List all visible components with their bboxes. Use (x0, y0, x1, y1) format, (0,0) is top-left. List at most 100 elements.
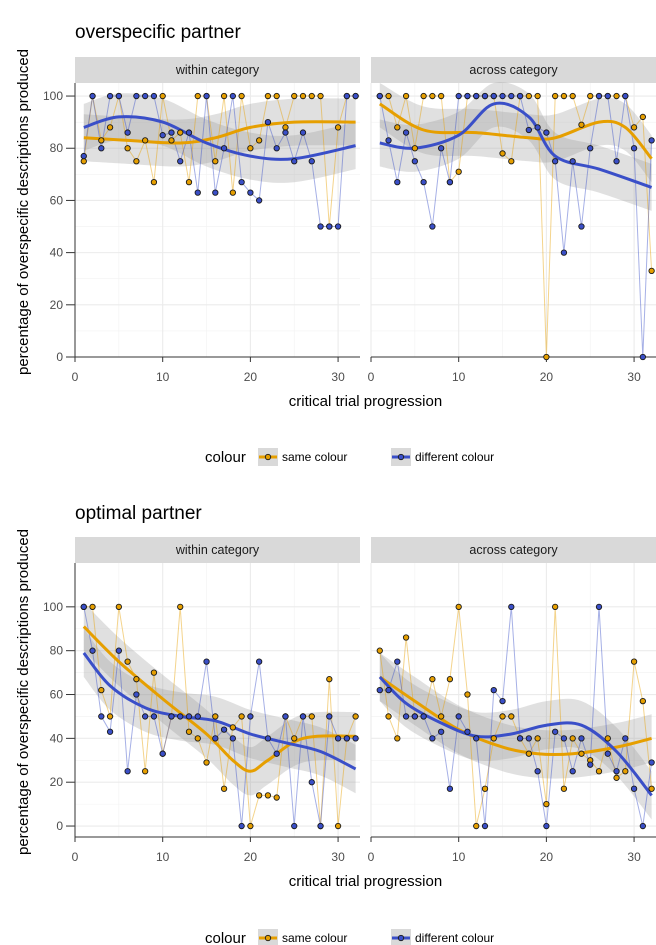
x-axis-label: critical trial progression (289, 873, 442, 890)
y-tick-label: 100 (43, 600, 63, 614)
data-point-different-colour (352, 92, 359, 100)
data-point-same-colour (578, 121, 585, 128)
data-point-different-colour (89, 92, 96, 100)
data-point-same-colour (124, 658, 131, 665)
data-point-same-colour (106, 713, 114, 720)
data-point-different-colour (446, 179, 454, 186)
data-point-same-colour (194, 92, 201, 100)
data-point-same-colour (185, 728, 193, 735)
data-point-different-colour (560, 735, 568, 742)
x-tick-label: 10 (156, 850, 170, 864)
x-tick-label: 20 (540, 370, 554, 384)
data-point-same-colour (613, 774, 620, 781)
plot-background (75, 83, 360, 357)
data-point-same-colour (98, 137, 105, 144)
data-point-different-colour (168, 129, 175, 136)
data-point-different-colour (106, 92, 114, 100)
data-point-different-colour (185, 129, 193, 136)
data-point-same-colour (543, 800, 550, 808)
data-point-same-colour (508, 158, 515, 165)
confidence-band (379, 652, 652, 820)
data-point-different-colour (317, 822, 324, 830)
data-point-different-colour (212, 735, 219, 742)
data-point-different-colour (142, 713, 149, 720)
series-line-different-colour (83, 606, 356, 827)
data-point-same-colour (499, 150, 506, 157)
data-point-same-colour (622, 768, 629, 775)
data-point-different-colour (604, 750, 611, 757)
data-point-same-colour (177, 603, 184, 610)
x-tick-label: 30 (627, 850, 641, 864)
data-point-different-colour (525, 126, 532, 134)
data-point-different-colour (308, 158, 315, 165)
data-point-same-colour (560, 785, 568, 792)
legend: colour same colour different colour (205, 929, 494, 945)
data-point-different-colour (106, 728, 114, 735)
data-point-same-colour (291, 92, 298, 100)
data-point-same-colour (326, 676, 333, 683)
data-point-different-colour (560, 249, 568, 256)
data-point-same-colour (543, 353, 550, 361)
data-point-different-colour (177, 158, 184, 165)
y-tick-label: 100 (43, 89, 63, 103)
legend-label-same-colour: same colour (282, 931, 347, 945)
data-point-same-colour (560, 92, 568, 100)
panel-2: across category 0 10 20 30 (368, 57, 656, 384)
x-tick-label: 30 (331, 370, 345, 384)
data-point-different-colour (80, 152, 87, 160)
legend-key-point (264, 934, 272, 942)
legend-label-same-colour: same colour (282, 450, 347, 464)
data-point-same-colour (273, 92, 280, 100)
data-point-different-colour (473, 92, 480, 100)
data-point-same-colour (159, 92, 166, 100)
data-point-same-colour (534, 735, 541, 742)
data-point-same-colour (256, 792, 263, 799)
data-point-same-colour (212, 158, 219, 165)
data-point-different-colour (308, 779, 315, 786)
data-point-same-colour (212, 713, 219, 720)
plot-background (75, 563, 360, 837)
data-point-different-colour (534, 124, 541, 131)
data-point-different-colour (282, 713, 289, 720)
series-line-different-colour (379, 606, 653, 827)
data-point-same-colour (499, 713, 506, 720)
facet-strip (371, 537, 656, 563)
data-point-different-colour (89, 647, 96, 654)
data-point-same-colour (203, 759, 210, 766)
x-tick-label: 0 (72, 370, 79, 384)
confidence-band (379, 83, 652, 183)
legend-title: colour (205, 930, 246, 945)
data-point-same-colour (291, 735, 298, 742)
confidence-band (379, 652, 652, 779)
smooth-line-same-colour (83, 120, 356, 145)
data-point-different-colour (569, 158, 576, 165)
confidence-band (83, 98, 356, 167)
data-point-different-colour (446, 785, 454, 792)
data-point-different-colour (578, 735, 585, 742)
data-point-different-colour (133, 92, 140, 100)
data-point-same-colour (220, 785, 228, 792)
data-point-different-colour (212, 189, 219, 196)
data-point-different-colour (394, 658, 401, 665)
data-point-different-colour (98, 145, 105, 152)
data-point-different-colour (569, 768, 576, 775)
data-point-same-colour (525, 92, 532, 100)
x-tick-label: 30 (331, 850, 345, 864)
data-point-different-colour (133, 691, 140, 698)
data-point-different-colour (473, 735, 480, 742)
data-point-same-colour (133, 676, 140, 683)
data-point-same-colour (648, 267, 655, 275)
data-point-different-colour (299, 129, 307, 136)
data-point-different-colour (604, 92, 611, 100)
facet-strip (75, 57, 360, 83)
data-point-different-colour (376, 92, 383, 100)
data-point-different-colour (420, 713, 427, 720)
data-point-different-colour (352, 735, 359, 742)
data-point-same-colour (168, 137, 175, 144)
data-point-same-colour (385, 713, 392, 720)
data-point-same-colour (578, 750, 585, 757)
data-point-same-colour (630, 124, 638, 131)
facet-strip (75, 537, 360, 563)
data-point-same-colour (648, 785, 655, 792)
data-point-different-colour (194, 713, 201, 720)
